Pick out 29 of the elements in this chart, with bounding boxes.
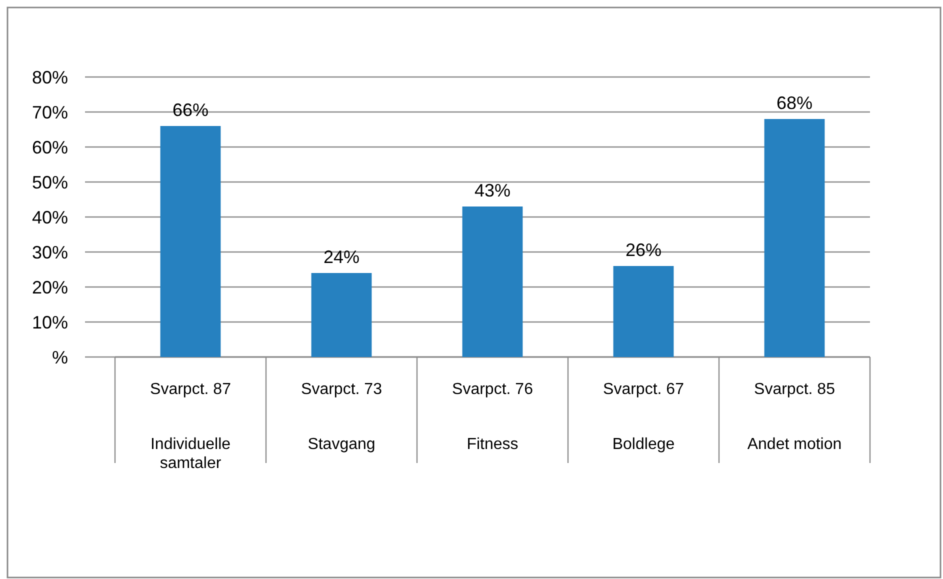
bar — [764, 119, 825, 357]
data-label: 24% — [323, 247, 360, 267]
y-tick-label: 40% — [32, 207, 68, 228]
x-tick-label: Boldlege — [612, 436, 675, 453]
y-tick-label: 70% — [32, 102, 68, 122]
bar — [311, 273, 372, 357]
data-label: 66% — [172, 100, 209, 120]
y-tick-label: 60% — [32, 137, 68, 158]
data-label: 43% — [474, 180, 511, 200]
y-tick-label: 10% — [32, 312, 68, 332]
text: Svarpct. 73 — [301, 381, 382, 398]
text: Svarpct. 76 — [452, 381, 534, 398]
bar — [160, 126, 221, 357]
x-tick-label: Individuelle samtaler — [150, 436, 231, 472]
y-tick-label: 80% — [32, 67, 68, 88]
bar — [613, 266, 674, 357]
bar — [462, 206, 523, 357]
x-tick-label: Stavgang — [308, 436, 376, 453]
y-tick-label: % — [52, 347, 68, 368]
text: Svarpct. 87 — [150, 381, 232, 398]
x-tick-label: Fitness — [466, 436, 518, 453]
y-tick-label: 50% — [32, 172, 68, 192]
y-tick-label: 30% — [32, 242, 68, 262]
data-label: 26% — [625, 240, 662, 260]
data-label: 68% — [776, 93, 813, 113]
text: Svarpct. 85 — [754, 381, 836, 398]
text: Svarpct. 67 — [603, 381, 684, 398]
y-tick-label: 20% — [32, 277, 68, 298]
x-tick-label: Andet motion — [747, 436, 842, 453]
